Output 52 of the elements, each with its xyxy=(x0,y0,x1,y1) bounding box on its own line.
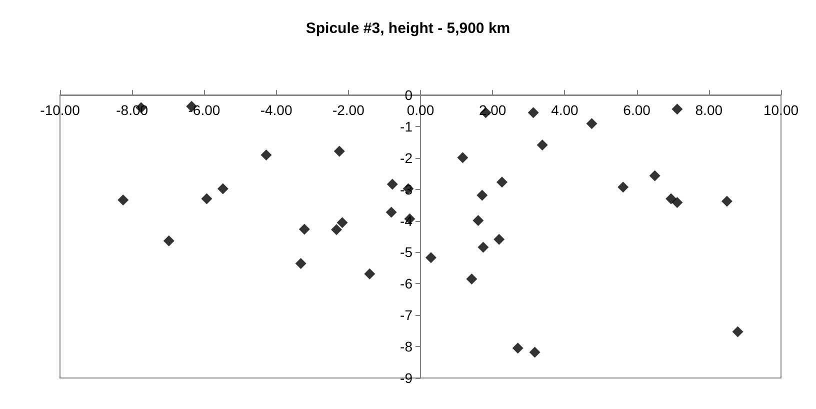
point xyxy=(672,197,683,208)
point xyxy=(425,252,436,264)
x-tick-label: -10.00 xyxy=(40,102,80,118)
point xyxy=(386,178,398,190)
y-tick-label: -8 xyxy=(400,338,413,355)
point xyxy=(472,214,484,226)
point xyxy=(529,346,540,358)
x-tick-label: -8.00 xyxy=(116,102,148,118)
point xyxy=(478,242,489,253)
y-tick-label: -1 xyxy=(400,118,413,134)
point xyxy=(672,104,683,115)
point xyxy=(618,182,629,193)
point xyxy=(201,193,212,204)
point xyxy=(732,326,744,338)
point xyxy=(536,139,548,150)
x-tick-label: -4.00 xyxy=(260,102,292,118)
point xyxy=(496,176,508,188)
y-tick-label: -9 xyxy=(400,370,413,386)
point xyxy=(260,150,272,161)
chart-title: Spicule #3, height - 5,900 km xyxy=(306,20,510,37)
x-tick-label: -2.00 xyxy=(332,102,365,118)
y-tick-label: -2 xyxy=(400,150,413,166)
x-tick-label: 6.00 xyxy=(623,102,651,118)
point xyxy=(528,107,539,118)
point xyxy=(334,146,345,157)
point xyxy=(649,170,660,182)
y-tick-label: -6 xyxy=(400,276,413,292)
x-tick-label: -6.00 xyxy=(188,102,220,118)
point xyxy=(586,118,598,130)
point xyxy=(457,152,468,164)
point xyxy=(364,268,376,280)
point xyxy=(494,234,505,245)
point xyxy=(163,235,174,246)
point xyxy=(721,196,732,207)
y-tick-label: -5 xyxy=(400,244,413,260)
point xyxy=(336,217,348,228)
point xyxy=(666,193,677,204)
y-tick-label: 0 xyxy=(404,87,413,103)
x-tick-label: 4.00 xyxy=(551,102,579,118)
point xyxy=(331,224,342,236)
x-tick-label: 0.00 xyxy=(406,102,434,118)
point xyxy=(295,258,306,270)
x-tick-label: 8.00 xyxy=(695,102,723,118)
point xyxy=(217,183,228,194)
point xyxy=(386,206,397,218)
y-tick-label: -7 xyxy=(400,307,413,324)
point xyxy=(298,224,310,235)
point xyxy=(476,190,488,201)
point xyxy=(512,342,524,354)
point xyxy=(466,273,478,284)
x-tick-label: 10.00 xyxy=(763,102,799,118)
point xyxy=(118,194,129,206)
